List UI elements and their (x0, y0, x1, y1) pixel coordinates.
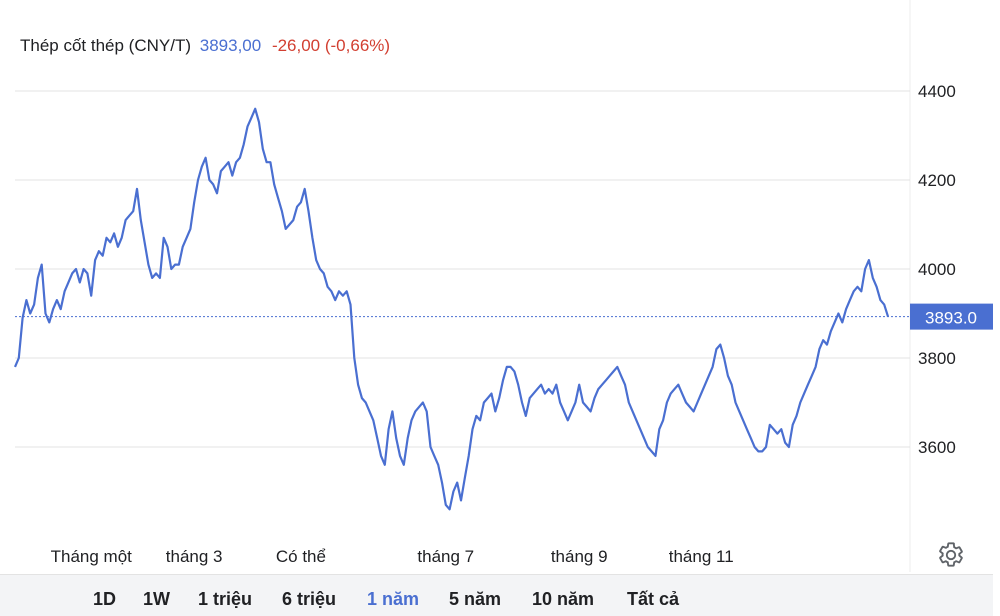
y-axis-ticks: 4400 4200 4000 3800 3600 (918, 82, 956, 457)
range-button-0[interactable]: 1D (93, 589, 117, 609)
range-button-4[interactable]: 1 năm (367, 589, 420, 609)
y-tick-label: 4200 (918, 171, 956, 190)
current-value-layer: 3893.0 (15, 303, 993, 330)
y-tick-label: 3600 (918, 438, 956, 457)
y-tick-label: 4400 (918, 82, 956, 101)
range-button-1[interactable]: 1W (143, 589, 170, 609)
current-price: 3893,00 (199, 36, 262, 55)
time-range-toolbar: 1D 1W 1 triệu 6 triệu 1 năm 5 năm 10 năm Tất cả (0, 574, 993, 616)
chart-header: Thép cốt thép (CNY/T) 3893,00 -26,00 (-0… (20, 36, 390, 56)
range-button-7[interactable]: Tất cả (627, 589, 680, 609)
price-series-line (13, 107, 890, 511)
x-tick-label: tháng 7 (417, 547, 474, 566)
gear-icon (939, 542, 963, 567)
price-change: -26,00 (-0,66%) (271, 36, 391, 55)
range-button-3[interactable]: 6 triệu (282, 589, 337, 609)
current-value-label: 3893.0 (925, 309, 977, 328)
range-button-5[interactable]: 5 năm (449, 589, 502, 609)
x-axis-ticks: Tháng một tháng 3 Có thể tháng 7 tháng 9 thán… (51, 547, 734, 566)
y-tick-label: 3800 (918, 349, 956, 368)
instrument-name: Thép cốt thép (CNY/T) (20, 36, 192, 55)
range-button-6[interactable]: 10 năm (532, 589, 595, 609)
x-tick-label: tháng 9 (551, 547, 608, 566)
settings-button[interactable] (937, 541, 965, 569)
y-tick-label: 4000 (918, 260, 956, 279)
grid-lines (15, 0, 911, 572)
x-tick-label: tháng 3 (166, 547, 223, 566)
current-value-badge (910, 303, 993, 330)
x-tick-label: Có thể (276, 547, 326, 566)
x-tick-label: Tháng một (51, 547, 133, 566)
x-tick-label: tháng 11 (669, 547, 734, 566)
range-button-2[interactable]: 1 triệu (198, 589, 253, 609)
series-layer (13, 107, 890, 511)
